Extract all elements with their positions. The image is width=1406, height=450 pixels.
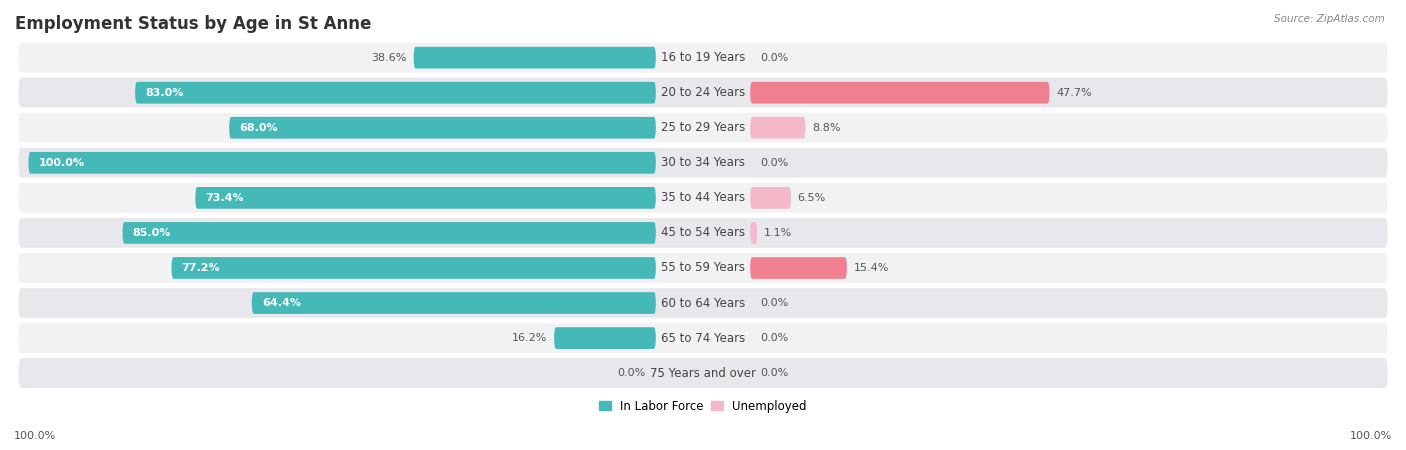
- FancyBboxPatch shape: [751, 222, 756, 244]
- FancyBboxPatch shape: [751, 117, 806, 139]
- FancyBboxPatch shape: [172, 257, 655, 279]
- Text: 1.1%: 1.1%: [763, 228, 792, 238]
- Text: 0.0%: 0.0%: [761, 333, 789, 343]
- FancyBboxPatch shape: [18, 288, 1388, 318]
- Text: 65 to 74 Years: 65 to 74 Years: [661, 332, 745, 345]
- Text: 38.6%: 38.6%: [371, 53, 406, 63]
- Text: 100.0%: 100.0%: [14, 431, 56, 441]
- FancyBboxPatch shape: [18, 358, 1388, 388]
- Text: 75 Years and over: 75 Years and over: [650, 367, 756, 380]
- Text: 15.4%: 15.4%: [853, 263, 889, 273]
- FancyBboxPatch shape: [229, 117, 655, 139]
- Text: 68.0%: 68.0%: [239, 123, 278, 133]
- FancyBboxPatch shape: [122, 222, 655, 244]
- FancyBboxPatch shape: [195, 187, 655, 209]
- FancyBboxPatch shape: [18, 43, 1388, 72]
- FancyBboxPatch shape: [18, 148, 1388, 178]
- Text: 73.4%: 73.4%: [205, 193, 245, 203]
- Text: 20 to 24 Years: 20 to 24 Years: [661, 86, 745, 99]
- Text: 16 to 19 Years: 16 to 19 Years: [661, 51, 745, 64]
- FancyBboxPatch shape: [18, 218, 1388, 248]
- FancyBboxPatch shape: [18, 253, 1388, 283]
- Text: 0.0%: 0.0%: [761, 368, 789, 378]
- Text: 0.0%: 0.0%: [761, 298, 789, 308]
- FancyBboxPatch shape: [18, 113, 1388, 143]
- FancyBboxPatch shape: [554, 327, 655, 349]
- Text: 0.0%: 0.0%: [761, 158, 789, 168]
- Text: 6.5%: 6.5%: [797, 193, 825, 203]
- Text: 85.0%: 85.0%: [132, 228, 172, 238]
- Text: 77.2%: 77.2%: [181, 263, 221, 273]
- FancyBboxPatch shape: [18, 323, 1388, 353]
- Text: 0.0%: 0.0%: [761, 53, 789, 63]
- Text: 16.2%: 16.2%: [512, 333, 547, 343]
- Text: 83.0%: 83.0%: [145, 88, 184, 98]
- Text: 100.0%: 100.0%: [38, 158, 84, 168]
- Text: 0.0%: 0.0%: [617, 368, 645, 378]
- FancyBboxPatch shape: [751, 187, 792, 209]
- Text: 60 to 64 Years: 60 to 64 Years: [661, 297, 745, 310]
- FancyBboxPatch shape: [751, 82, 1049, 104]
- Text: 35 to 44 Years: 35 to 44 Years: [661, 191, 745, 204]
- FancyBboxPatch shape: [252, 292, 655, 314]
- Text: 100.0%: 100.0%: [1350, 431, 1392, 441]
- FancyBboxPatch shape: [413, 47, 655, 68]
- FancyBboxPatch shape: [18, 183, 1388, 213]
- Text: 55 to 59 Years: 55 to 59 Years: [661, 261, 745, 274]
- Text: 25 to 29 Years: 25 to 29 Years: [661, 121, 745, 134]
- FancyBboxPatch shape: [18, 78, 1388, 108]
- Text: Employment Status by Age in St Anne: Employment Status by Age in St Anne: [15, 15, 371, 33]
- Text: 64.4%: 64.4%: [262, 298, 301, 308]
- FancyBboxPatch shape: [28, 152, 655, 174]
- FancyBboxPatch shape: [751, 257, 846, 279]
- Legend: In Labor Force, Unemployed: In Labor Force, Unemployed: [599, 400, 807, 413]
- FancyBboxPatch shape: [135, 82, 655, 104]
- Text: 47.7%: 47.7%: [1056, 88, 1092, 98]
- Text: 8.8%: 8.8%: [813, 123, 841, 133]
- Text: 30 to 34 Years: 30 to 34 Years: [661, 156, 745, 169]
- Text: 45 to 54 Years: 45 to 54 Years: [661, 226, 745, 239]
- Text: Source: ZipAtlas.com: Source: ZipAtlas.com: [1274, 14, 1385, 23]
